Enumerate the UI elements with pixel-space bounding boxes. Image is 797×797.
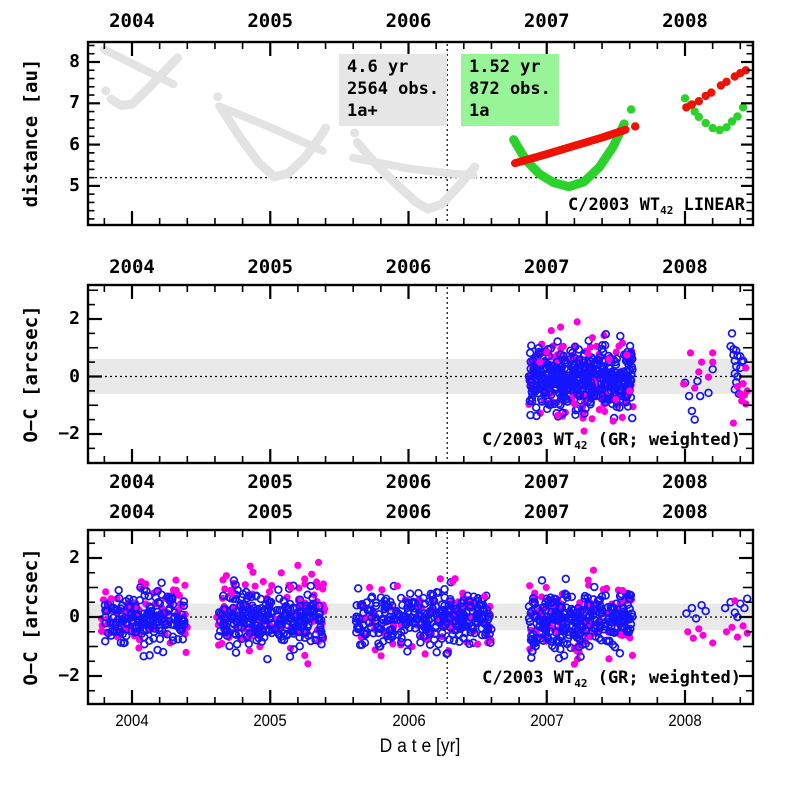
solution-type-note: (GR; weighted) [587, 668, 741, 688]
x-tick-label-2006-row5: 2006 [391, 711, 426, 730]
x-tick-label-2008-row1: 2008 [662, 10, 708, 32]
comet-name-subscript: 42 [574, 677, 588, 690]
x-tick-label-2004-row1: 2004 [109, 10, 155, 32]
solution-box-green-line3: 1a [469, 101, 490, 121]
comet-name: C/2003 WT [482, 668, 575, 688]
x-tick-label-2007-row2: 2007 [523, 256, 570, 278]
y-tick-label-panel2-2: 2 [69, 308, 80, 329]
y-tick-label-panel2-0: 0 [69, 365, 80, 387]
x-tick-label-2006-row2: 2006 [385, 256, 432, 278]
x-tick-label-2005-row1: 2005 [247, 10, 294, 32]
x-tick-label-2008-row2: 2008 [662, 256, 708, 278]
solution-type-note: (GR; weighted) [587, 430, 741, 450]
y-tick-label-panel3--2: −2 [58, 665, 80, 686]
x-tick-label-2006-row1: 2006 [385, 10, 432, 32]
solution-box-green-line1: 1.52 yr [469, 57, 541, 77]
solution-box-gray-line1: 4.6 yr [347, 57, 409, 77]
x-tick-label-2005-row5: 2005 [253, 711, 287, 730]
solution-box-gray: 4.6 yr 2564 obs. 1a+ [339, 54, 448, 126]
x-tick-label-2005-row4: 2005 [247, 501, 294, 523]
x-tick-label-2006-row3: 2006 [385, 471, 432, 493]
x-tick-label-2004-row2: 2004 [109, 256, 155, 278]
x-tick-label-2004-row5: 2004 [115, 711, 149, 730]
comet-label-bottom: C/2003 WT42 (GR; weighted) [482, 668, 741, 690]
y-tick-label-panel1-8: 8 [69, 51, 80, 72]
solution-box-gray-line2: 2564 obs. [347, 79, 440, 99]
y-tick-label-panel2--2: −2 [58, 423, 80, 444]
solution-box-green: 1.52 yr 872 obs. 1a [461, 54, 559, 126]
x-tick-label-2007-row5: 2007 [530, 711, 564, 730]
comet-label-top: C/2003 WT42 LINEAR [568, 195, 745, 217]
x-tick-label-2005-row3: 2005 [247, 471, 294, 493]
x-tick-label-2005-row2: 2005 [247, 256, 294, 278]
x-tick-label-2008-row5: 2008 [668, 711, 702, 730]
comet-label-middle: C/2003 WT42 (GR; weighted) [482, 430, 741, 452]
x-tick-label-2007-row4: 2007 [523, 501, 570, 523]
y-tick-label-panel3-0: 0 [69, 606, 80, 627]
y-tick-label-panel3-2: 2 [69, 547, 80, 568]
solution-box-green-line2: 872 obs. [469, 79, 551, 99]
comet-name-subscript: 42 [574, 439, 588, 452]
y-tick-label-panel1-6: 6 [69, 133, 80, 155]
x-tick-label-2006-row4: 2006 [385, 501, 432, 523]
comet-discoverer: LINEAR [673, 195, 745, 215]
y-tick-label-panel1-5: 5 [69, 174, 80, 196]
x-tick-label-2008-row3: 2008 [662, 471, 708, 493]
comet-name: C/2003 WT [482, 430, 575, 450]
x-tick-label-2007-row1: 2007 [523, 10, 570, 32]
comet-name-subscript: 42 [660, 204, 674, 217]
solution-box-gray-line3: 1a+ [347, 101, 378, 121]
y-tick-label-panel1-7: 7 [69, 92, 80, 114]
x-axis-title: D a t e [yr] [379, 736, 461, 757]
x-tick-label-2008-row4: 2008 [662, 501, 708, 523]
x-tick-label-2007-row3: 2007 [523, 471, 570, 493]
x-tick-label-2004-row3: 2004 [109, 471, 155, 493]
comet-name: C/2003 WT [567, 195, 661, 215]
x-tick-label-2004-row4: 2004 [109, 501, 155, 523]
